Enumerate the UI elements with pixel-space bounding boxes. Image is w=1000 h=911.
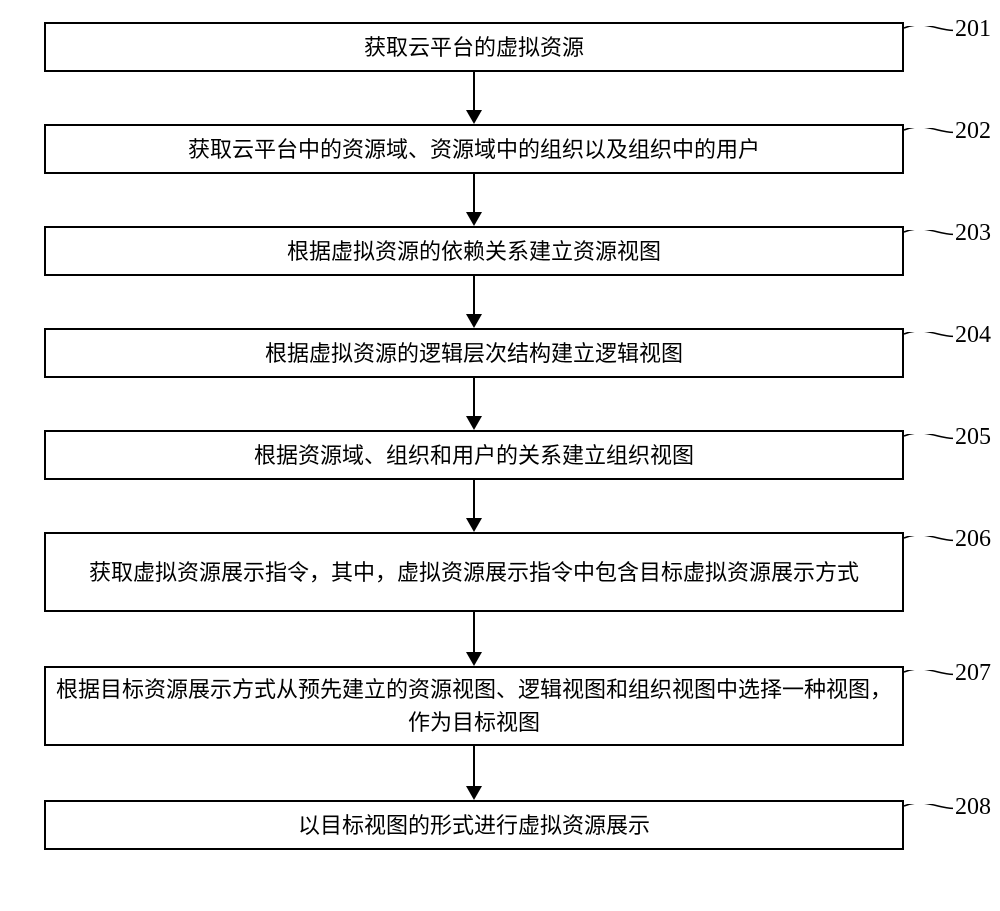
- lead-line: [902, 670, 955, 676]
- flow-step-201: 获取云平台的虚拟资源: [44, 22, 904, 72]
- lead-line: [902, 536, 955, 542]
- flow-step-text: 根据虚拟资源的依赖关系建立资源视图: [287, 235, 661, 268]
- flow-step-text: 获取云平台的虚拟资源: [364, 31, 584, 64]
- lead-line: [902, 230, 955, 236]
- flow-step-text: 以目标视图的形式进行虚拟资源展示: [298, 809, 650, 842]
- lead-line: [902, 804, 955, 810]
- flowchart-diagram: 获取云平台的虚拟资源 201 获取云平台中的资源域、资源域中的组织以及组织中的用户 2…: [0, 0, 1000, 911]
- flow-arrow-head: [466, 786, 482, 800]
- flow-step-text: 根据资源域、组织和用户的关系建立组织视图: [254, 439, 694, 472]
- flow-step-204: 根据虚拟资源的逻辑层次结构建立逻辑视图: [44, 328, 904, 378]
- flow-step-label: 201: [955, 16, 991, 43]
- flow-step-label: 205: [955, 424, 991, 451]
- flow-step-label: 203: [955, 220, 991, 247]
- flow-arrow: [473, 72, 475, 110]
- lead-line: [902, 26, 955, 32]
- flow-arrow-head: [466, 518, 482, 532]
- flow-arrow-head: [466, 110, 482, 124]
- flow-step-label: 202: [955, 118, 991, 145]
- flow-step-207: 根据目标资源展示方式从预先建立的资源视图、逻辑视图和组织视图中选择一种视图，作为…: [44, 666, 904, 746]
- flow-arrow: [473, 174, 475, 212]
- flow-arrow-head: [466, 212, 482, 226]
- flow-step-text: 获取云平台中的资源域、资源域中的组织以及组织中的用户: [188, 133, 760, 166]
- flow-arrow-head: [466, 416, 482, 430]
- lead-line: [902, 434, 955, 440]
- flow-step-206: 获取虚拟资源展示指令，其中，虚拟资源展示指令中包含目标虚拟资源展示方式: [44, 532, 904, 612]
- lead-line: [902, 332, 955, 338]
- flow-arrow: [473, 746, 475, 786]
- flow-step-202: 获取云平台中的资源域、资源域中的组织以及组织中的用户: [44, 124, 904, 174]
- flow-step-text: 根据虚拟资源的逻辑层次结构建立逻辑视图: [265, 337, 683, 370]
- flow-step-label: 207: [955, 660, 991, 687]
- flow-arrow-head: [466, 652, 482, 666]
- flow-arrow-head: [466, 314, 482, 328]
- flow-arrow: [473, 276, 475, 314]
- flow-step-203: 根据虚拟资源的依赖关系建立资源视图: [44, 226, 904, 276]
- flow-step-text: 根据目标资源展示方式从预先建立的资源视图、逻辑视图和组织视图中选择一种视图，作为…: [56, 673, 892, 739]
- lead-line: [902, 128, 955, 134]
- flow-step-text: 获取虚拟资源展示指令，其中，虚拟资源展示指令中包含目标虚拟资源展示方式: [89, 556, 859, 589]
- flow-step-205: 根据资源域、组织和用户的关系建立组织视图: [44, 430, 904, 480]
- flow-step-label: 204: [955, 322, 991, 349]
- flow-arrow: [473, 480, 475, 518]
- flow-arrow: [473, 612, 475, 652]
- flow-arrow: [473, 378, 475, 416]
- flow-step-label: 206: [955, 526, 991, 553]
- flow-step-208: 以目标视图的形式进行虚拟资源展示: [44, 800, 904, 850]
- flow-step-label: 208: [955, 794, 991, 821]
